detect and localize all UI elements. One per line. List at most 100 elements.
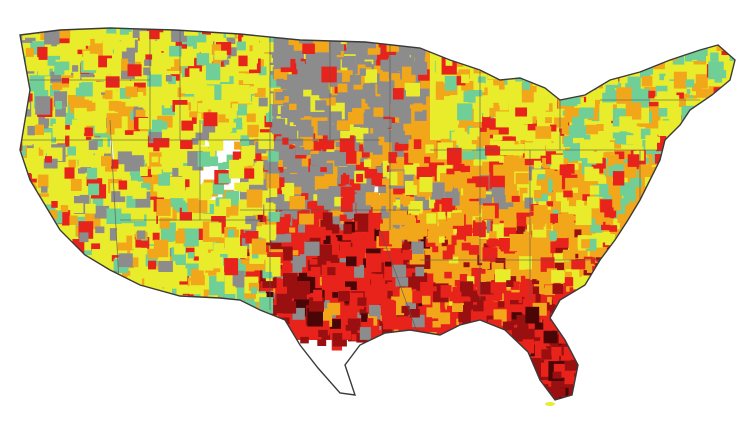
county-cell [324,174,337,186]
county-cell [387,196,396,203]
county-cell [522,339,531,346]
county-cell [497,301,505,308]
county-cell [609,218,620,230]
county-cell [536,272,549,281]
county-cell [604,142,615,152]
county-cell [463,91,473,103]
county-cell [499,178,512,189]
county-cell [662,61,672,72]
county-cell [456,239,465,248]
county-cell [226,36,236,44]
county-cell [638,167,654,179]
county-cell [600,199,613,213]
county-cell [543,330,558,344]
county-cell [116,116,128,131]
county-cell [386,172,398,186]
county-cell [536,179,549,194]
county-cell [234,141,242,150]
county-cell [232,151,243,161]
county-cell [72,65,79,72]
county-cell [584,166,600,182]
county-cell [106,208,122,224]
county-cell [218,162,226,170]
county-cell [405,91,418,105]
county-cell [367,318,374,327]
county-cell [572,116,585,128]
county-cell [201,182,214,195]
county-cell [76,134,86,145]
county-cell [158,174,170,188]
county-cell [216,272,225,282]
county-cell [227,229,235,238]
county-cell [511,195,520,202]
county-cell [144,59,152,66]
county-cell [632,126,640,134]
county-cell [611,126,620,133]
county-cell [266,173,280,189]
county-cell [446,217,455,224]
county-cell [210,250,220,258]
county-cell [383,317,396,330]
county-cell [47,55,61,66]
county-cell [529,86,537,93]
county-cell [422,295,431,305]
county-cell [390,316,402,330]
county-cell [459,139,470,147]
county-cell [523,231,530,240]
county-cell [158,261,173,272]
county-cell [74,107,87,119]
county-cell [238,211,246,217]
county-cell [73,191,80,196]
county-cell [407,228,419,242]
county-cell [112,173,120,179]
county-cell [530,237,543,249]
county-cell [392,199,401,209]
county-cell [284,214,291,223]
county-cell [468,245,480,255]
county-cell [427,231,439,243]
county-cell [668,121,680,136]
county-cell [27,160,40,171]
county-cell [161,105,176,116]
county-cell [72,239,85,254]
county-cell [299,272,308,280]
county-cell [282,89,291,97]
county-cell [659,73,666,81]
county-cell [272,118,286,135]
county-cell [554,262,566,275]
county-cell [84,102,96,111]
county-cell [56,41,70,54]
county-cell [433,106,449,118]
county-cell [198,138,205,146]
county-cell [534,104,542,111]
county-cell [261,71,271,81]
county-cell [107,58,122,73]
county-cell [460,237,470,245]
county-cell [429,286,437,292]
county-cell [381,119,392,128]
county-cell [341,55,356,68]
county-cell [533,160,541,169]
county-cell [327,267,336,276]
county-cell [298,256,306,265]
county-cell [250,287,258,294]
county-cell [630,178,642,188]
county-cell [222,59,230,68]
county-cell [330,254,340,263]
county-cell [176,268,188,282]
county-cell [284,174,298,186]
county-cell [62,188,78,200]
county-cell [404,82,420,97]
county-cell [264,54,272,60]
county-cell [79,232,89,243]
county-cell [388,55,402,70]
county-cell [387,290,395,299]
county-cell [190,275,205,286]
county-cell [283,102,291,109]
county-cell [43,158,58,169]
county-cell [106,113,122,129]
county-cell [112,34,120,44]
county-cell [101,155,112,167]
county-cell [425,144,434,154]
